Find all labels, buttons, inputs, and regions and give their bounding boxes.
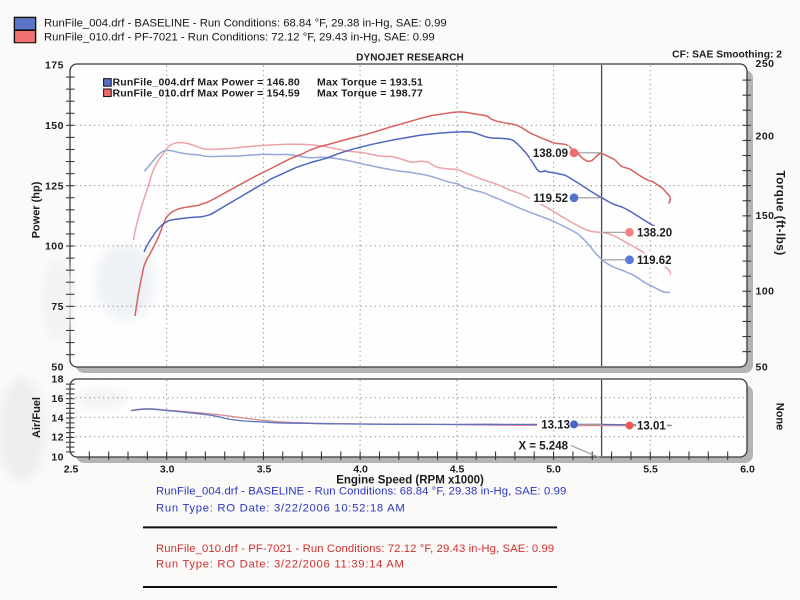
svg-text:DYNOJET RESEARCH: DYNOJET RESEARCH — [356, 52, 464, 63]
svg-text:50: 50 — [51, 361, 64, 373]
svg-text:3.5: 3.5 — [257, 464, 272, 476]
svg-text:50: 50 — [756, 361, 769, 373]
svg-text:138.09: 138.09 — [533, 148, 568, 160]
svg-text:14: 14 — [51, 412, 64, 424]
svg-text:13.01: 13.01 — [637, 421, 666, 433]
svg-text:125: 125 — [45, 180, 64, 192]
svg-text:None: None — [774, 403, 786, 431]
svg-text:16: 16 — [51, 393, 64, 405]
svg-text:5.0: 5.0 — [546, 464, 561, 476]
svg-text:75: 75 — [51, 301, 64, 313]
svg-text:CF: SAE Smoothing: 2: CF: SAE Smoothing: 2 — [672, 49, 782, 60]
svg-text:200: 200 — [756, 131, 775, 143]
svg-text:Max Torque = 198.77: Max Torque = 198.77 — [317, 87, 423, 99]
svg-text:Engine Speed (RPM x1000): Engine Speed (RPM x1000) — [336, 475, 484, 487]
svg-text:18: 18 — [51, 374, 64, 386]
svg-text:Run Type: RO Date: 3/22/2006: Run Type: RO Date: 3/22/2006 10:52:18 AM — [156, 503, 405, 515]
svg-text:10: 10 — [51, 451, 64, 463]
svg-text:RunFile_010.drf - PF-7021 -: RunFile_010.drf - PF-7021 - Run Conditio… — [44, 31, 435, 43]
svg-text:RunFile_004.drf - BASELINE -: RunFile_004.drf - BASELINE - Run Conditi… — [44, 17, 447, 29]
svg-text:100: 100 — [756, 286, 775, 298]
svg-text:13.13: 13.13 — [541, 420, 570, 432]
svg-text:100: 100 — [45, 241, 64, 253]
svg-text:X = 5.248: X = 5.248 — [518, 441, 568, 453]
svg-text:6.0: 6.0 — [740, 464, 755, 476]
svg-text:250: 250 — [756, 58, 775, 70]
svg-text:RunFile_004.drf Max Power = 14: RunFile_004.drf Max Power = 146.80 — [113, 77, 300, 89]
svg-text:RunFile_010.drf - PF-7021 -: RunFile_010.drf - PF-7021 - Run Conditio… — [156, 543, 554, 555]
svg-text:Torque (ft-lbs): Torque (ft-lbs) — [774, 170, 788, 255]
svg-text:4.5: 4.5 — [450, 464, 465, 476]
svg-text:12: 12 — [51, 432, 64, 444]
svg-text:138.20: 138.20 — [637, 228, 672, 240]
svg-text:RunFile_010.drf Max Power = 15: RunFile_010.drf Max Power = 154.59 — [113, 87, 300, 99]
svg-text:Power (hp): Power (hp) — [31, 181, 43, 238]
svg-text:5.5: 5.5 — [643, 464, 658, 476]
svg-text:119.52: 119.52 — [533, 193, 568, 205]
svg-text:3.0: 3.0 — [160, 464, 175, 476]
svg-text:150: 150 — [756, 210, 775, 222]
svg-text:RunFile_004.drf - BASELINE -: RunFile_004.drf - BASELINE - Run Conditi… — [156, 485, 566, 497]
svg-text:Max Torque = 193.51: Max Torque = 193.51 — [317, 77, 423, 89]
svg-text:2.5: 2.5 — [64, 464, 79, 476]
svg-text:150: 150 — [45, 120, 64, 132]
svg-text:175: 175 — [45, 60, 64, 72]
svg-text:119.62: 119.62 — [637, 255, 672, 267]
svg-text:Air/Fuel: Air/Fuel — [31, 397, 43, 438]
svg-text:4.0: 4.0 — [353, 464, 368, 476]
svg-text:Run Type: RO Date: 3/22/2006: Run Type: RO Date: 3/22/2006 11:39:14 AM — [156, 559, 405, 571]
